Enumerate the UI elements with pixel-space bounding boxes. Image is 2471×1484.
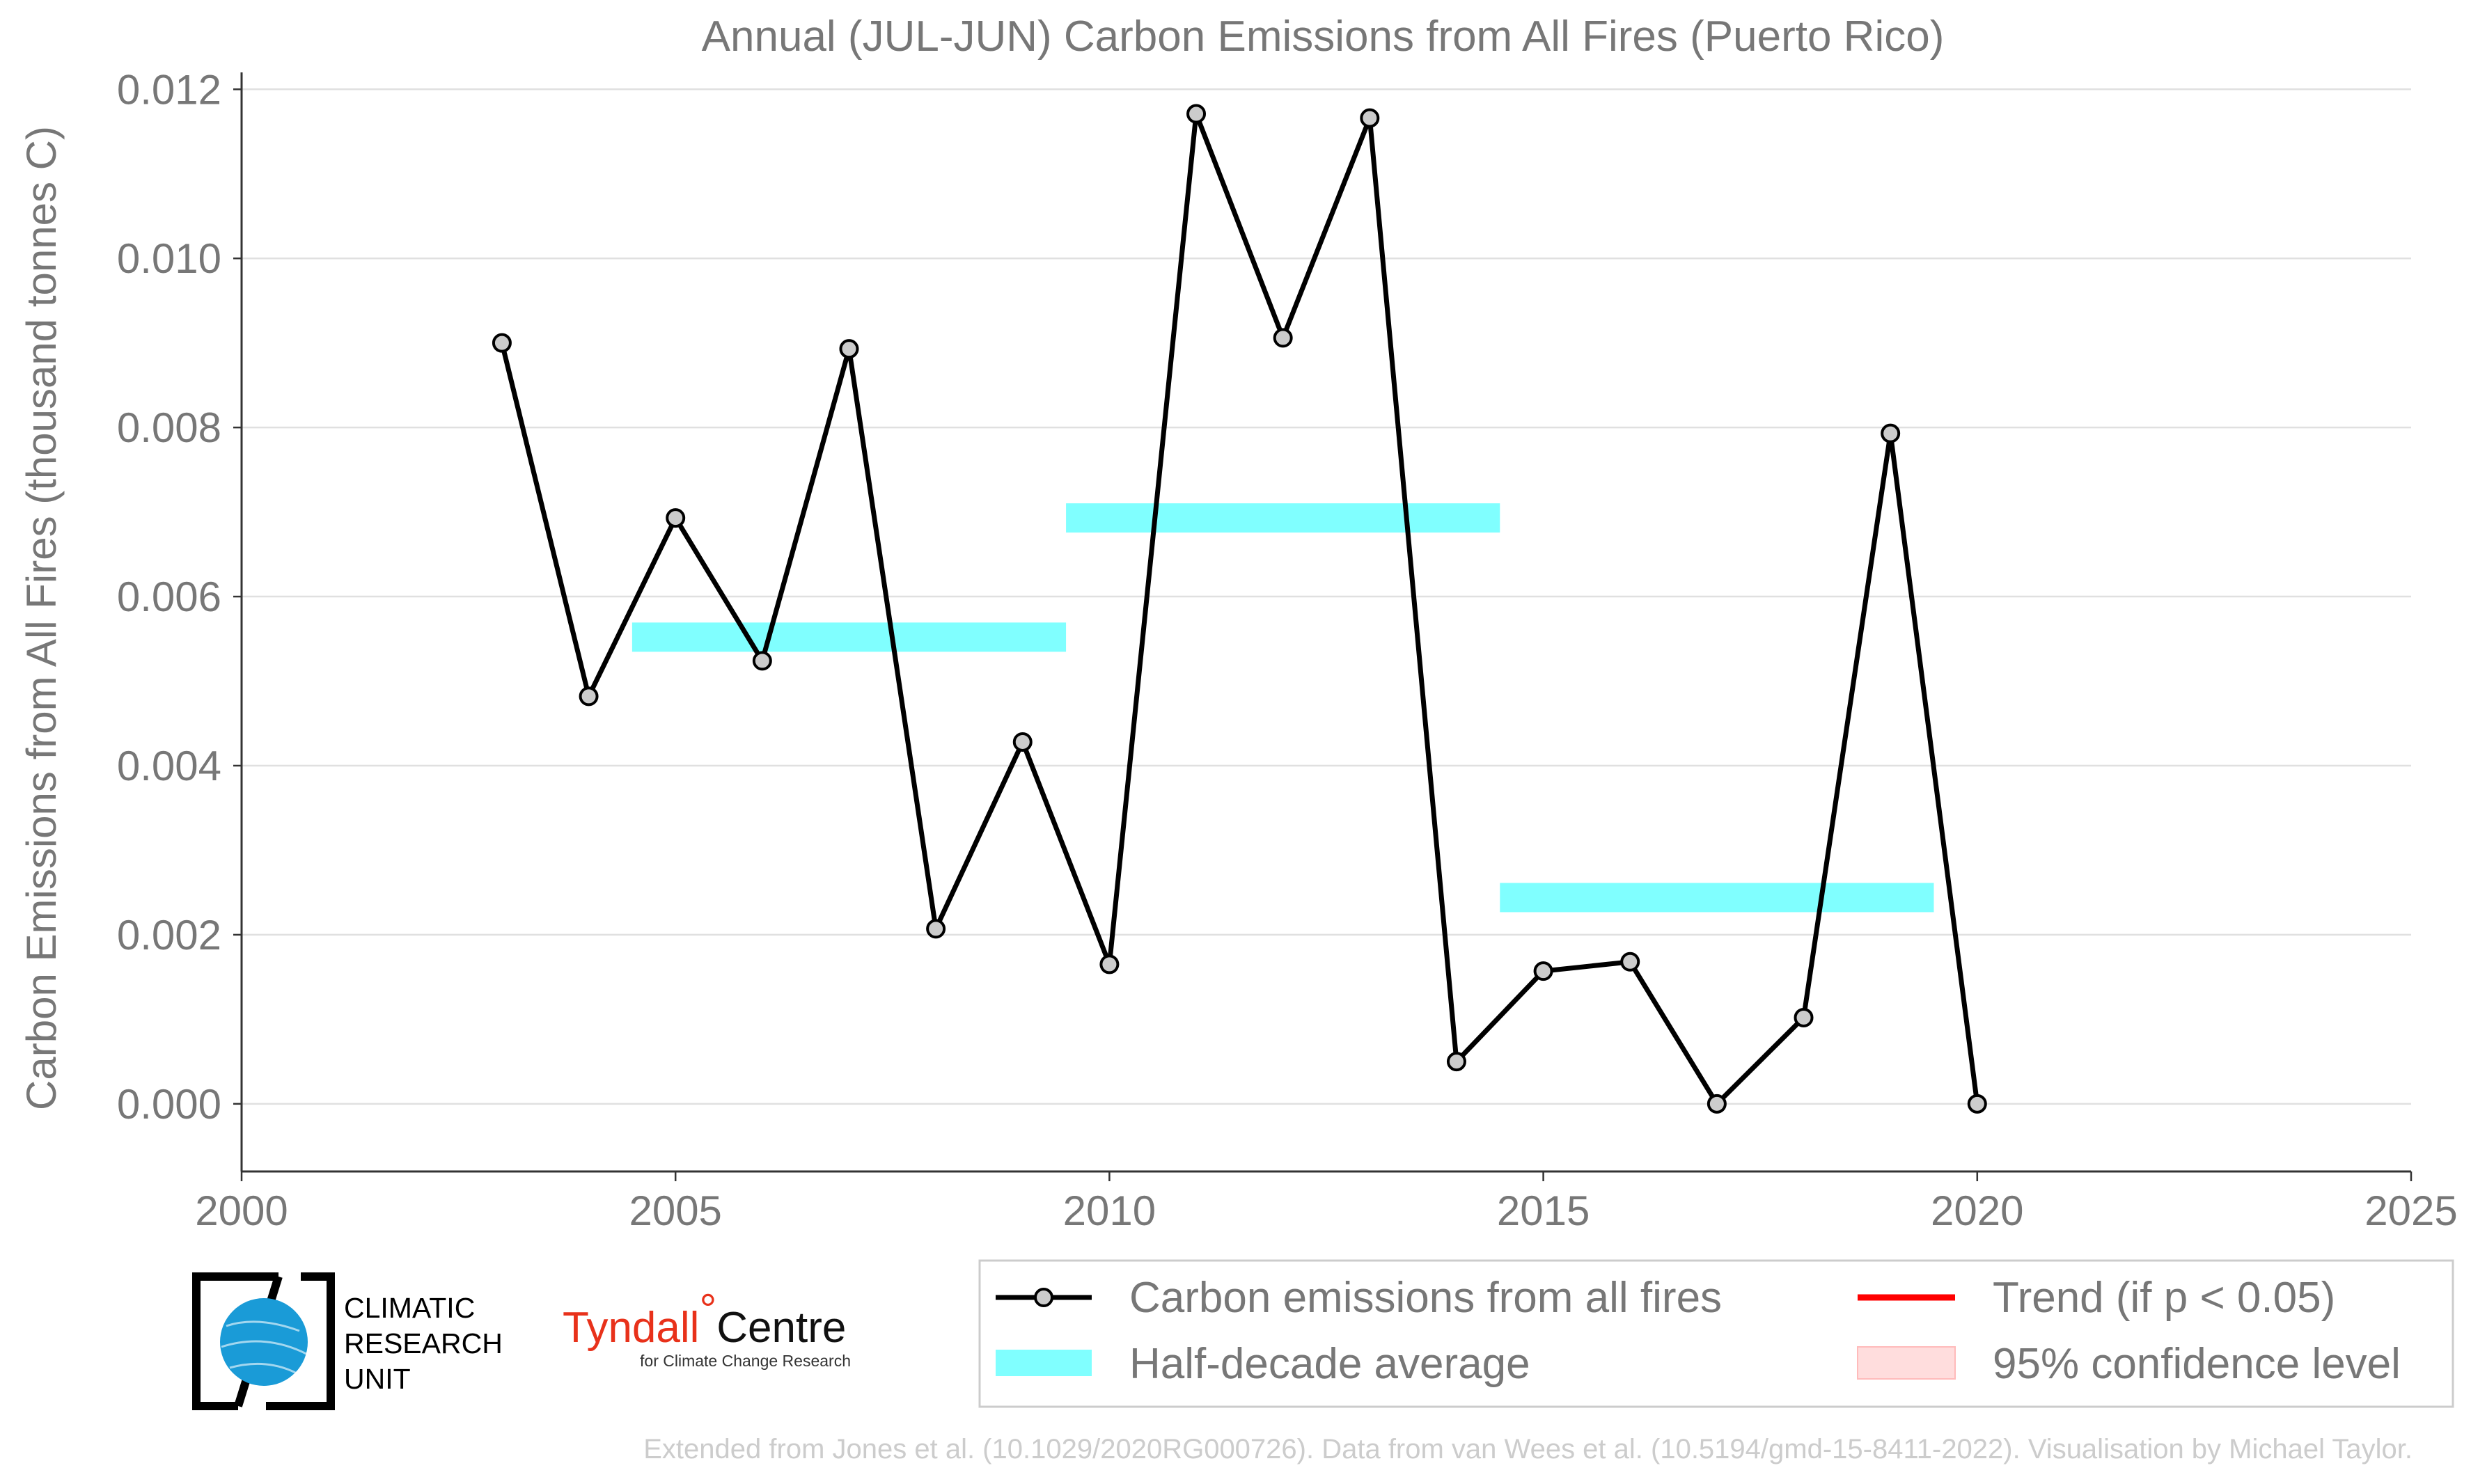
data-point — [492, 333, 512, 353]
data-point — [1099, 954, 1120, 974]
chart-title: Annual (JUL-JUN) Carbon Emissions from A… — [702, 13, 1945, 61]
legend-confidence-swatch — [1857, 1346, 1956, 1380]
series-line — [499, 111, 1980, 1107]
x-tick-label: 2005 — [629, 1187, 721, 1234]
legend-label-confidence: 95% confidence level — [1993, 1340, 2401, 1388]
data-point — [1967, 1094, 1987, 1114]
series-markers — [492, 104, 1987, 1114]
y-tick-label: 0.010 — [117, 235, 221, 282]
cru-logo-line-1: CLIMATIC — [344, 1292, 475, 1324]
legend-label-emissions: Carbon emissions from all fires — [1129, 1274, 1722, 1322]
x-tick-label: 2010 — [1063, 1187, 1156, 1234]
data-point — [839, 339, 859, 359]
half-decade-average-bar — [1066, 503, 1500, 533]
footer-credit: Extended from Jones et al. (10.1029/2020… — [643, 1434, 2413, 1465]
y-tick-label: 0.002 — [117, 912, 221, 958]
legend-entry-emissions: Carbon emissions from all fires — [996, 1274, 1722, 1322]
legend: Carbon emissions from all fires Trend (i… — [978, 1259, 2454, 1408]
data-point — [1707, 1094, 1727, 1114]
cru-logo-line-3: UNIT — [344, 1363, 411, 1395]
y-axis-label: Carbon Emissions from All Fires (thousan… — [18, 126, 65, 1110]
data-point — [1012, 732, 1033, 752]
data-point — [579, 686, 599, 707]
data-point — [1446, 1052, 1466, 1072]
tyndall-logo-wordmark: Tyndall°Centre — [563, 1286, 846, 1352]
series-carbon-emissions — [499, 111, 1980, 1107]
data-point — [1620, 952, 1640, 972]
x-tick-label: 2020 — [1931, 1187, 2023, 1234]
tyndall-logo: Tyndall°Centre for Climate Change Resear… — [563, 1286, 851, 1370]
legend-frame — [978, 1259, 2454, 1408]
y-tick-label: 0.012 — [117, 66, 221, 113]
y-tick-label: 0.006 — [117, 574, 221, 620]
x-tick-label: 2015 — [1497, 1187, 1590, 1234]
legend-marker-swatch — [1034, 1288, 1053, 1307]
y-tick-label: 0.000 — [117, 1081, 221, 1128]
legend-entry-confidence: 95% confidence level — [1857, 1340, 2401, 1388]
data-point — [926, 919, 946, 939]
legend-label-trend: Trend (if p < 0.05) — [1993, 1274, 2335, 1322]
half-decade-average-bar — [1500, 883, 1934, 913]
y-tick-label: 0.004 — [117, 743, 221, 789]
data-point — [1360, 108, 1380, 128]
data-point — [1533, 961, 1553, 981]
data-point — [1273, 328, 1293, 348]
legend-half-decade-swatch — [996, 1350, 1092, 1376]
data-point — [1794, 1007, 1814, 1027]
cru-logo: CLIMATIC RESEARCH UNIT — [192, 1272, 503, 1410]
legend-entry-trend: Trend (if p < 0.05) — [1858, 1274, 2335, 1322]
axes: 0.000 0.002 0.004 0.006 0.008 0.010 0.012 2000 2… — [117, 66, 2458, 1234]
legend-label-half-decade: Half-decade average — [1129, 1340, 1530, 1388]
x-tick-label: 2025 — [2364, 1187, 2457, 1234]
half-decade-average-bands — [632, 503, 1934, 913]
data-point — [752, 651, 772, 671]
tyndall-logo-subtitle: for Climate Change Research — [640, 1352, 851, 1370]
data-point — [666, 508, 686, 528]
data-point — [1881, 423, 1901, 443]
globe-lines — [221, 1320, 307, 1376]
cru-logo-line-2: RESEARCH — [344, 1327, 503, 1359]
grid-lines — [242, 88, 2411, 1105]
half-decade-average-bar — [632, 622, 1067, 652]
x-tick-label: 2000 — [195, 1187, 288, 1234]
legend-entry-half-decade: Half-decade average — [996, 1340, 1530, 1388]
y-tick-label: 0.008 — [117, 404, 221, 451]
data-point — [1186, 104, 1207, 124]
